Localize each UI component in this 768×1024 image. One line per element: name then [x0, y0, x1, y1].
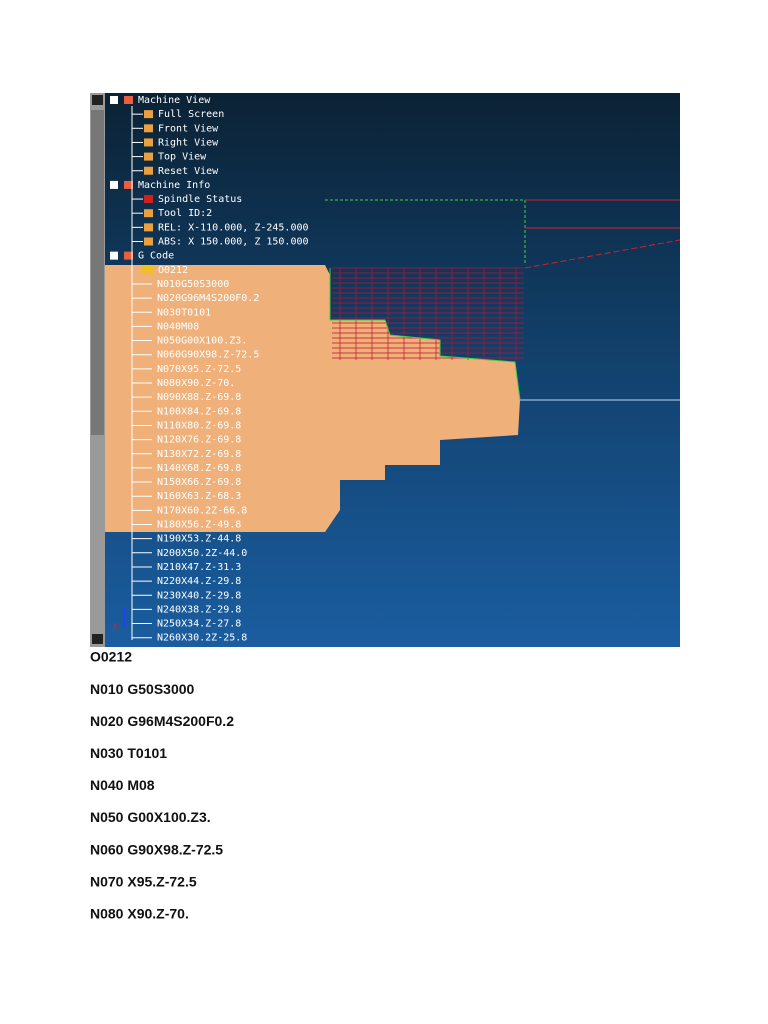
code-line: N140X68.Z-69.8: [157, 463, 241, 474]
workpiece: [105, 265, 520, 532]
cut-region: [332, 267, 524, 360]
listing-line: N020 G96M4S200F0.2: [90, 713, 234, 729]
tool-outline: [524, 239, 681, 269]
code-line: N260X30.2Z-25.8: [157, 633, 247, 644]
code-line: N110X80.Z-69.8: [157, 420, 241, 431]
tree-item: REL: X-110.000, Z-245.000: [158, 222, 309, 233]
icon: [142, 265, 154, 274]
code-line: N120X76.Z-69.8: [157, 435, 241, 446]
code-line: N150X66.Z-69.8: [157, 477, 241, 488]
tree-item: Full Screen: [158, 109, 224, 120]
listing-line: N080 X90.Z-70.: [90, 906, 189, 922]
code-line: N130X72.Z-69.8: [157, 449, 241, 460]
code-line: N180X56.Z-49.8: [157, 520, 241, 531]
screenshot: Machine View Full Screen Front View Right V…: [90, 93, 681, 647]
listing-line: O0212: [90, 649, 132, 665]
icon: [124, 180, 133, 189]
code-line: N080X90.Z-70.: [157, 378, 235, 389]
program-name: O0212: [158, 265, 188, 276]
code-line: N100X84.Z-69.8: [157, 406, 241, 417]
axis-label: X: [112, 623, 118, 633]
code-line: N020G96M4S200F0.2: [157, 293, 259, 304]
icon: [144, 209, 153, 218]
icon: [144, 124, 153, 133]
icon: [144, 237, 153, 246]
code-line: N040M08: [157, 321, 199, 332]
code-line: N210X47.Z-31.3: [157, 562, 241, 573]
listing-line: N070 X95.Z-72.5: [90, 873, 197, 889]
icon: [124, 251, 133, 260]
listing-line: N010 G50S3000: [90, 681, 195, 697]
expander[interactable]: [110, 96, 118, 104]
icon: [144, 110, 153, 119]
tree-item: Tool ID:2: [158, 208, 212, 219]
code-line: N060G90X98.Z-72.5: [157, 350, 259, 361]
tree-item: Spindle Status: [158, 194, 242, 205]
tree-item: Machine Info: [138, 180, 210, 191]
listing-line: N030 T0101: [90, 745, 167, 761]
listing-line: N040 M08: [90, 777, 155, 793]
tree-item: Reset View: [158, 166, 219, 177]
tree: Machine View Full Screen Front View Right V…: [110, 95, 309, 644]
scroll-down[interactable]: [92, 634, 103, 644]
tree-item: Machine View: [138, 95, 211, 106]
code-line: N070X95.Z-72.5: [157, 364, 241, 375]
code-line: N240X38.Z-29.8: [157, 604, 241, 615]
icon: [144, 152, 153, 161]
code-line: N250X34.Z-27.8: [157, 619, 241, 630]
code-line: N230X40.Z-29.8: [157, 590, 241, 601]
code-line: N010G50S3000: [157, 279, 229, 290]
code-line: N190X53.Z-44.8: [157, 534, 241, 545]
expander[interactable]: [110, 251, 118, 260]
scroll-up[interactable]: [92, 95, 103, 105]
tree-item: Top View: [158, 152, 207, 163]
scroll-thumb[interactable]: [91, 110, 104, 435]
tree-item: ABS: X 150.000, Z 150.000: [158, 237, 309, 248]
listing-line: N060 G90X98.Z-72.5: [90, 841, 223, 857]
icon: [144, 223, 153, 232]
code-line: N170X60.2Z-66.8: [157, 505, 247, 516]
code-line: N030T0101: [157, 307, 211, 318]
icon: [144, 195, 153, 204]
icon: [144, 138, 153, 147]
code-line: N050G00X100.Z3.: [157, 336, 247, 347]
code-line: N090X88.Z-69.8: [157, 392, 241, 403]
code-line: N220X44.Z-29.8: [157, 576, 241, 587]
code-line: N200X50.2Z-44.0: [157, 548, 247, 559]
icon: [124, 96, 133, 104]
profile: [329, 268, 521, 401]
icon: [144, 166, 153, 175]
listing-line: N050 G00X100.Z3.: [90, 809, 211, 825]
expander[interactable]: [110, 180, 118, 189]
tree-item: Right View: [158, 137, 219, 148]
tree-item: G Code: [138, 251, 174, 262]
listing: O0212 N010 G50S3000 N020 G96M4S200F0.2 N030…: [90, 649, 234, 922]
tree-item: Front View: [158, 123, 219, 134]
code-line: N160X63.Z-68.3: [157, 491, 241, 502]
